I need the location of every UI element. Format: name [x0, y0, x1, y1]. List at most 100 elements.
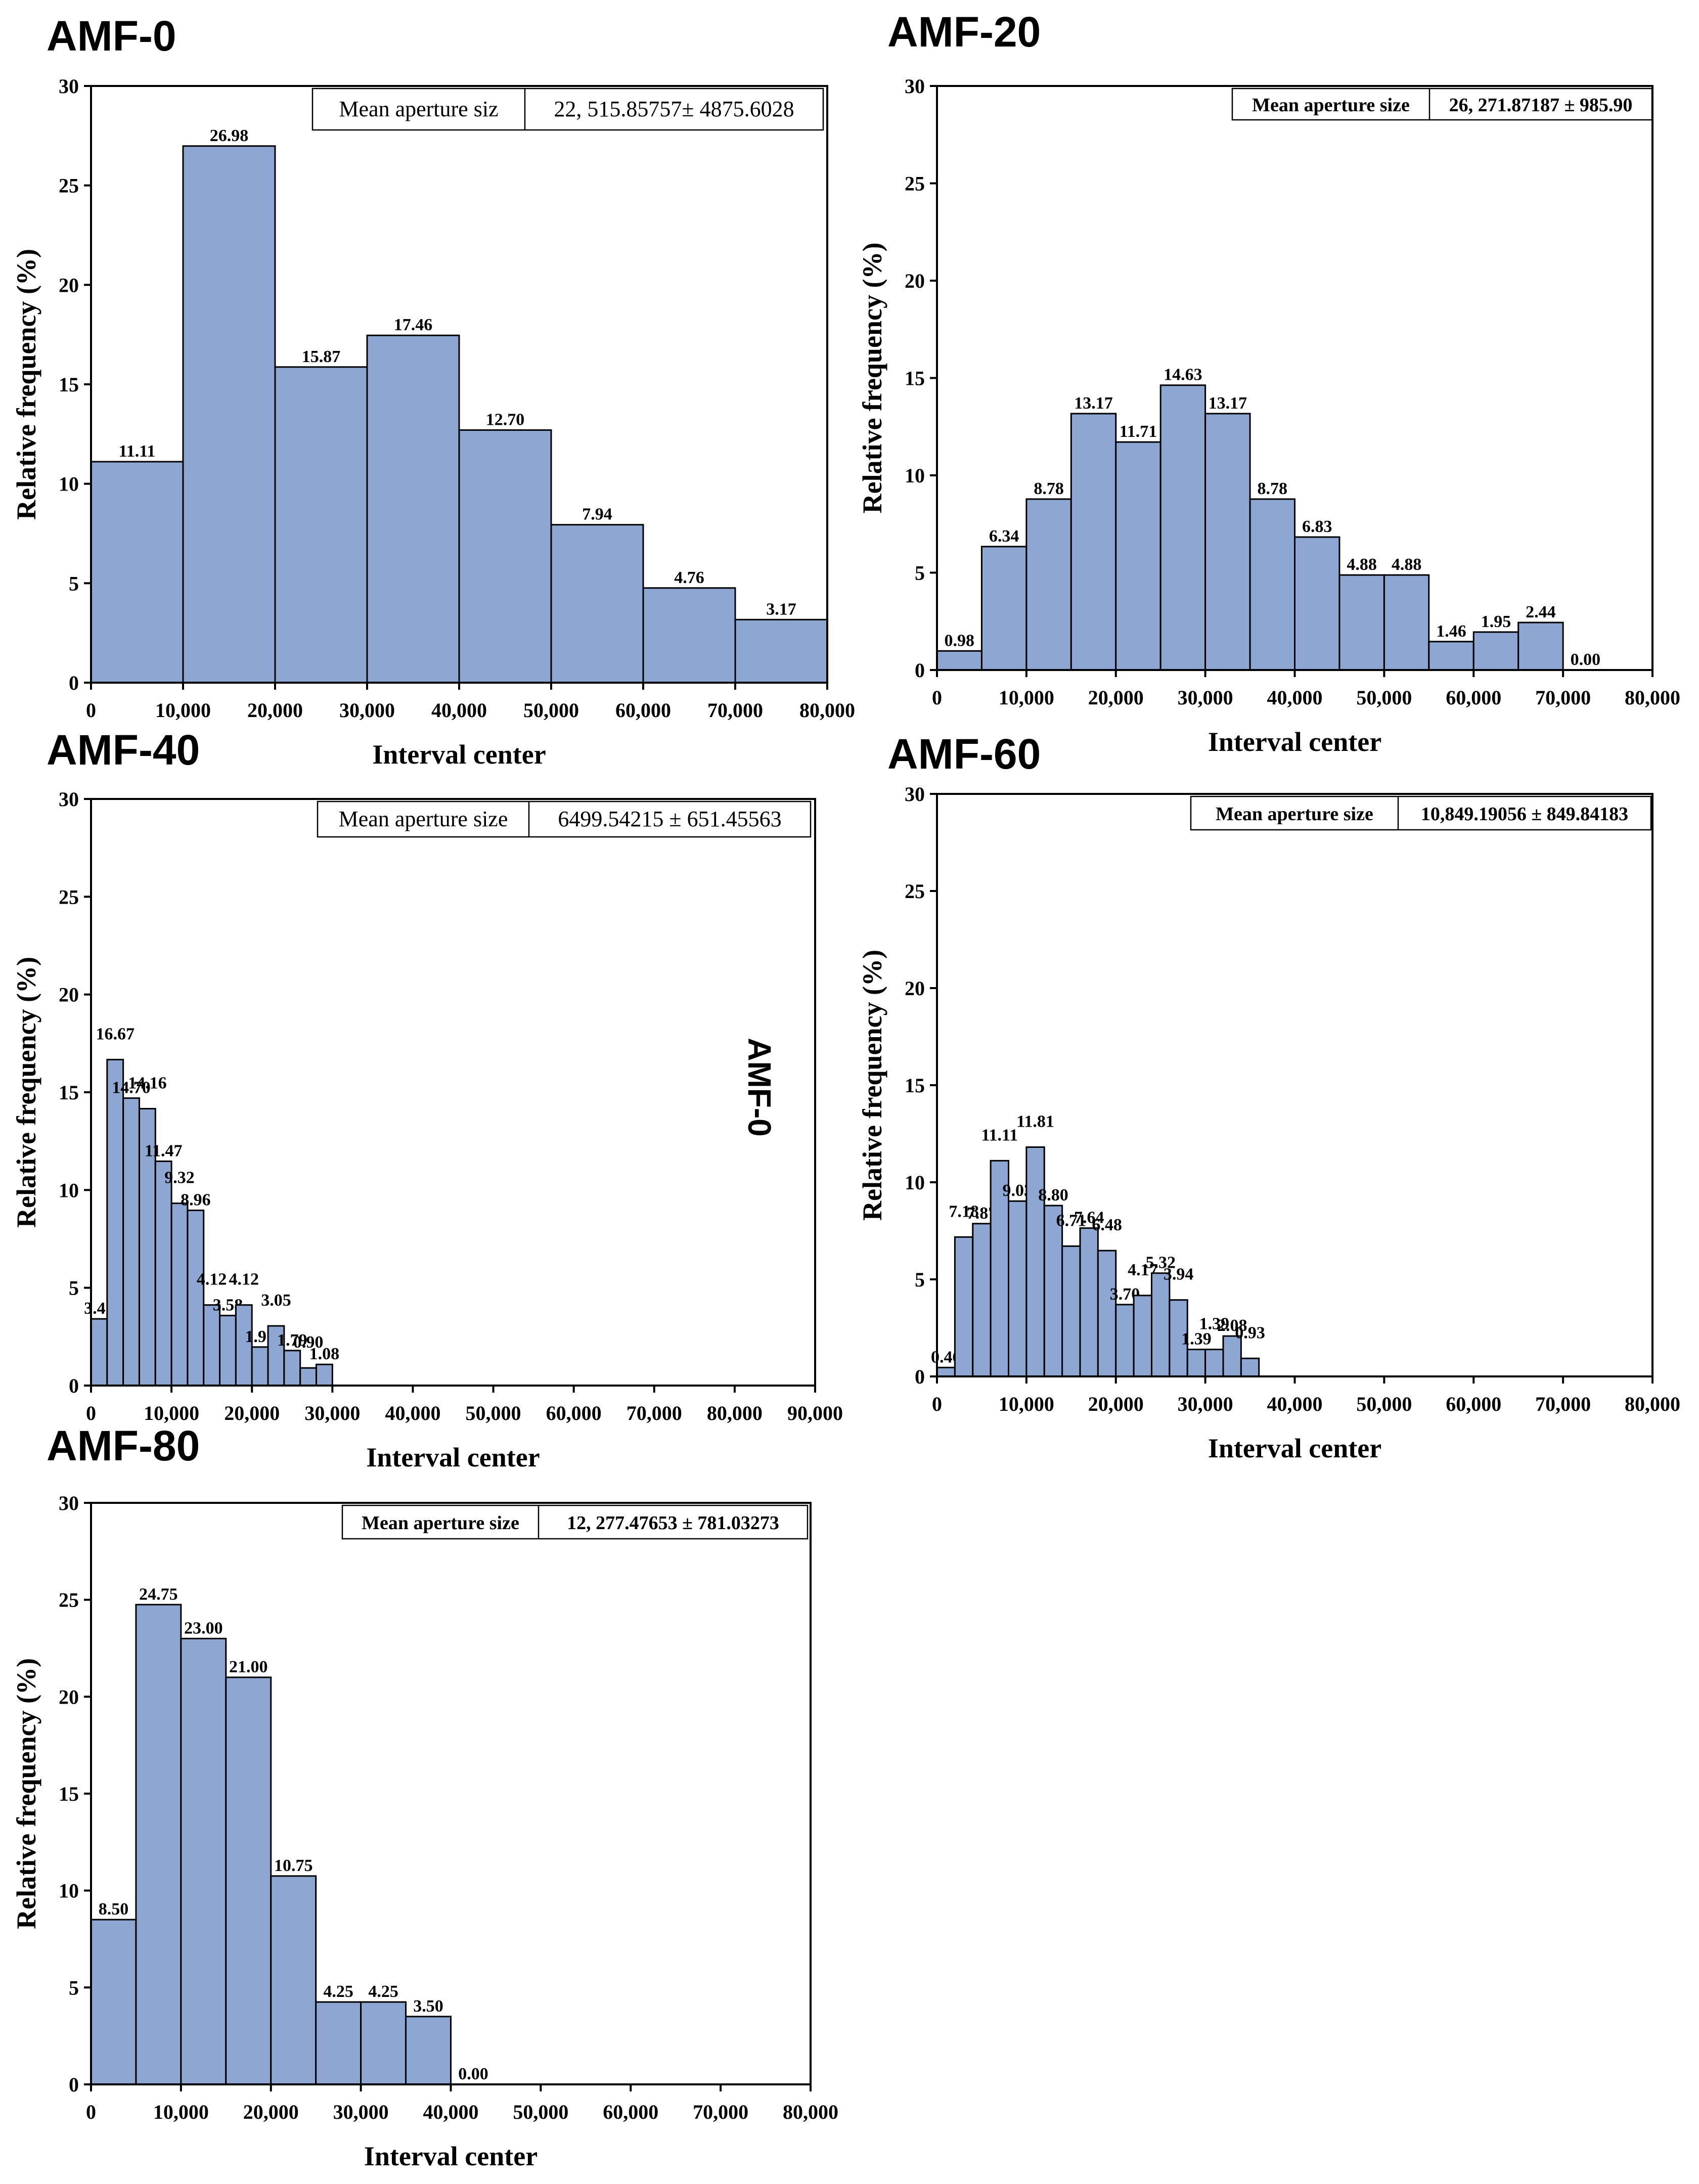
y-tick-label: 30	[905, 783, 925, 806]
histogram-bar	[316, 1363, 333, 1387]
y-tick-label: 25	[59, 885, 79, 908]
side-panel-label: AMF-0	[741, 1038, 778, 1137]
bar-value-label: 6.48	[1092, 1216, 1122, 1234]
y-tick-label: 20	[905, 977, 925, 1000]
bar-value-label: 8.78	[1258, 479, 1288, 498]
y-tick-label: 5	[915, 562, 925, 585]
bar-value-label: 6.71	[1056, 1211, 1087, 1230]
y-axis-title: Relative frequency (%)	[11, 249, 41, 520]
y-tick-label: 30	[59, 1492, 79, 1514]
bar-value-label: 1.39	[1181, 1330, 1212, 1349]
y-tick-label: 0	[69, 672, 79, 694]
x-tick-label: 50,000	[523, 699, 579, 722]
histogram-bar	[170, 1202, 189, 1387]
histogram-bar	[1070, 413, 1117, 671]
x-tick-label: 80,000	[1625, 686, 1680, 709]
bar-value-label: 17.46	[394, 316, 433, 334]
panel-title: AMF-0	[47, 12, 176, 60]
x-tick-label: 10,000	[144, 1402, 199, 1424]
histogram-bar	[274, 366, 368, 684]
legend-value: 12, 277.47653 ± 781.03273	[567, 1512, 779, 1534]
histogram-bar	[1186, 1349, 1206, 1377]
histogram-bar	[1240, 1357, 1260, 1377]
bar-value-label: 21.00	[229, 1658, 268, 1676]
histogram-bar	[1151, 1272, 1171, 1377]
bar-value-label: 26.98	[210, 126, 249, 145]
x-axis-title: Interval center	[372, 739, 546, 770]
y-axis-title: Relative frequency (%)	[857, 950, 887, 1221]
bar-value-label: 0.00	[458, 2065, 488, 2083]
histogram-bar	[315, 2001, 362, 2085]
histogram-bar	[405, 2016, 452, 2085]
histogram-bar	[734, 618, 828, 684]
panel-title: AMF-60	[887, 730, 1041, 778]
bar-value-label: 4.88	[1347, 555, 1377, 574]
bar-value-label: 24.75	[139, 1585, 178, 1603]
legend-name: Mean aperture size	[339, 807, 508, 831]
histogram-bar	[180, 1637, 227, 2085]
y-tick-label: 25	[59, 1589, 79, 1612]
y-tick-label: 15	[905, 1074, 925, 1097]
histogram-bar	[1043, 1205, 1063, 1377]
x-tick-label: 10,000	[155, 699, 211, 722]
bar-value-label: 10.75	[274, 1856, 313, 1875]
bar-value-label: 0.98	[944, 631, 974, 650]
y-tick-label: 30	[59, 75, 79, 98]
y-tick-label: 0	[915, 659, 925, 682]
histogram-bar	[1294, 536, 1340, 671]
bar-value-label: 3.17	[766, 600, 796, 618]
histogram-bar	[154, 1160, 172, 1387]
histogram-bar	[270, 1875, 317, 2085]
bar-value-label: 16.67	[96, 1024, 135, 1043]
bar-value-label: 11.47	[145, 1141, 183, 1160]
bar-value-label: 0.93	[1235, 1323, 1265, 1342]
y-tick-label: 0	[69, 1374, 79, 1397]
histogram-panel-amf-20: AMF-20 0.98 6.34 8.78 13.17 11.71 14.63 13.17 8.…	[857, 8, 1680, 757]
bar-value-label: 4.25	[323, 1982, 353, 2001]
legend-box	[311, 87, 824, 131]
bar-value-label: 14.63	[1164, 366, 1202, 384]
y-tick-label: 30	[59, 788, 79, 811]
histogram-bar	[550, 524, 644, 684]
x-tick-label: 80,000	[783, 2101, 838, 2123]
x-tick-label: 0	[86, 1402, 96, 1424]
y-tick-label: 10	[59, 1179, 79, 1201]
bar-value-label: 23.00	[184, 1619, 223, 1637]
histogram-bar	[299, 1367, 318, 1387]
bar-value-label: 0.90	[293, 1333, 324, 1352]
bar-value-label: 4.12	[229, 1270, 259, 1289]
y-tick-label: 10	[905, 1171, 925, 1194]
bar-value-label: 1.46	[1436, 622, 1466, 641]
legend-name: Mean aperture size	[1252, 95, 1410, 116]
legend-value: 10,849.19056 ± 849.84183	[1421, 804, 1628, 825]
x-tick-label: 80,000	[799, 699, 855, 722]
bar-value-label: 4.12	[197, 1270, 227, 1289]
x-tick-label: 50,000	[1356, 686, 1412, 709]
y-tick-label: 20	[59, 1685, 79, 1708]
y-tick-label: 5	[915, 1268, 925, 1291]
x-tick-label: 70,000	[1535, 686, 1591, 709]
histogram-bar	[1025, 1146, 1045, 1377]
histogram-bar	[1517, 621, 1564, 671]
bar-value-label: 1.79	[277, 1331, 307, 1350]
y-tick-label: 5	[69, 1277, 79, 1300]
histogram-bar	[1472, 631, 1519, 671]
bar-value-label: 3.50	[413, 1997, 443, 2016]
legend-box	[1231, 87, 1653, 121]
histogram-bar	[1428, 641, 1474, 671]
histogram-bar	[219, 1315, 237, 1387]
bar-value-label: 8.78	[1034, 479, 1064, 498]
histogram-bar	[90, 1919, 137, 2085]
legend-box	[1190, 795, 1652, 831]
y-tick-label: 30	[905, 75, 925, 98]
bar-value-label: 1.39	[1199, 1315, 1230, 1333]
histogram-bar	[366, 334, 460, 684]
x-tick-label: 20,000	[247, 699, 303, 722]
x-tick-label: 30,000	[1178, 1393, 1233, 1415]
x-tick-label: 30,000	[333, 2101, 389, 2123]
legend-name: Mean aperture siz	[339, 97, 498, 121]
histogram-bar	[235, 1304, 253, 1387]
y-axis-title: Relative frequency (%)	[11, 1658, 41, 1929]
mean-aperture-legend: Mean aperture siz 22, 515.85757± 4875.602…	[311, 87, 824, 131]
x-axis-title: Interval center	[366, 1442, 540, 1473]
